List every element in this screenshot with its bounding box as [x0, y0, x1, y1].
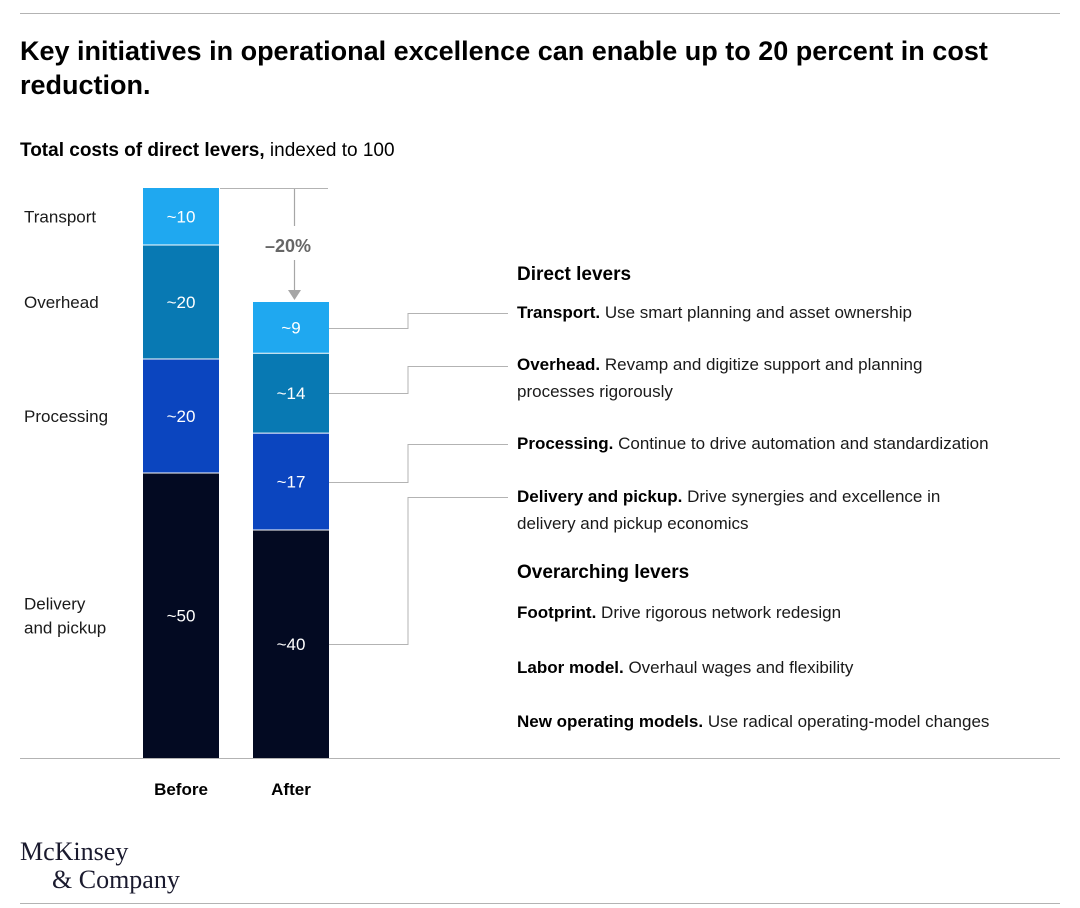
data-label: ~40	[277, 635, 306, 654]
bar-segment	[253, 302, 329, 354]
lever-overhead: Overhead. Revamp and digitize support an…	[517, 351, 997, 405]
lever-text: Continue to drive automation and standar…	[613, 434, 989, 453]
x-tick-label: Before	[154, 780, 208, 799]
data-label: ~9	[281, 319, 300, 338]
delta-arrow-head	[288, 290, 301, 300]
data-label: ~10	[167, 208, 196, 227]
segment-name-label: Processing	[24, 407, 108, 426]
logo-line-1: McKinsey	[20, 837, 129, 866]
lever-text: Revamp and digitize support and planning…	[517, 355, 923, 401]
top-rule	[20, 13, 1060, 14]
logo-line-2: & Company	[52, 865, 180, 894]
data-label: ~14	[277, 384, 306, 403]
lever-connector	[329, 366, 508, 394]
bar-segment	[143, 188, 219, 245]
bar-segment	[253, 433, 329, 530]
lever-name: Labor model.	[517, 658, 624, 677]
data-label: ~50	[167, 607, 196, 626]
bar-segment	[143, 473, 219, 758]
lever-delivery-pickup: Delivery and pickup. Drive synergies and…	[517, 483, 987, 537]
data-label: ~17	[277, 473, 306, 492]
lever-name: Overhead.	[517, 355, 601, 374]
x-labels-group: Before After	[154, 780, 311, 799]
x-tick-label: After	[271, 780, 311, 799]
bar-segment	[143, 359, 219, 473]
delta-indicator: –20%	[220, 188, 328, 300]
lever-transport: Transport. Use smart planning and asset …	[517, 299, 1067, 326]
lever-text: Overhaul wages and flexibility	[623, 658, 854, 677]
data-label: ~20	[167, 293, 196, 312]
lever-processing: Processing. Continue to drive automation…	[517, 430, 1067, 457]
direct-levers-heading: Direct levers	[517, 264, 632, 285]
lever-labor-model: Labor model. Overhaul wages and flexibil…	[517, 654, 1067, 681]
lever-connector	[329, 444, 508, 483]
data-label: ~20	[167, 407, 196, 426]
subtitle-bold: Total costs of direct levers,	[20, 140, 265, 161]
bottom-rule	[20, 903, 1060, 904]
segment-names-group: Transport Overhead Processing Delivery and p…	[24, 208, 108, 638]
lever-text: Drive rigorous network redesign	[596, 603, 842, 622]
delta-label: –20%	[265, 236, 311, 256]
lever-text: Use radical operating-model changes	[703, 712, 990, 731]
lever-name: Transport.	[517, 303, 601, 322]
lever-text: Drive synergies and excellence in delive…	[517, 487, 941, 533]
lever-name: Processing.	[517, 434, 614, 453]
lever-name: New operating models.	[517, 712, 704, 731]
lever-text: Use smart planning and asset ownership	[600, 303, 912, 322]
segment-name-label: Transport	[24, 208, 96, 227]
connectors-group	[329, 313, 508, 645]
segment-name-label: and pickup	[24, 619, 106, 638]
bars-group: ~50 ~20 ~20 ~10 ~40 ~17 ~14 ~9	[143, 188, 329, 758]
lever-name: Footprint.	[517, 603, 597, 622]
segment-name-label: Delivery	[24, 595, 86, 614]
overarching-levers-heading: Overarching levers	[517, 562, 690, 583]
lever-name: Delivery and pickup.	[517, 487, 683, 506]
lever-footprint: Footprint. Drive rigorous network redesi…	[517, 599, 1067, 626]
segment-name-label: Overhead	[24, 293, 99, 312]
subtitle-rest: indexed to 100	[264, 140, 395, 161]
lever-new-operating-models: New operating models. Use radical operat…	[517, 708, 1067, 735]
bar-segment	[143, 245, 219, 359]
bar-segment	[253, 530, 329, 758]
lever-connector	[329, 313, 508, 329]
mckinsey-logo: McKinsey & Company	[20, 838, 180, 894]
bar-segment	[253, 353, 329, 434]
lever-connector	[329, 497, 508, 645]
chart-subtitle: Total costs of direct levers, indexed to…	[20, 140, 395, 162]
chart-title: Key initiatives in operational excellenc…	[20, 36, 988, 100]
